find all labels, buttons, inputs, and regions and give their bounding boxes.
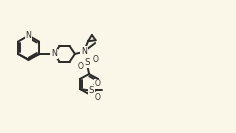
Text: O: O [94, 79, 100, 88]
Text: O: O [94, 93, 100, 101]
Text: S: S [84, 58, 90, 67]
Text: O: O [77, 62, 83, 71]
Text: S: S [88, 86, 94, 95]
Text: N: N [51, 49, 57, 58]
Text: N: N [81, 47, 87, 56]
Text: N: N [26, 31, 31, 40]
Text: O: O [92, 55, 98, 64]
